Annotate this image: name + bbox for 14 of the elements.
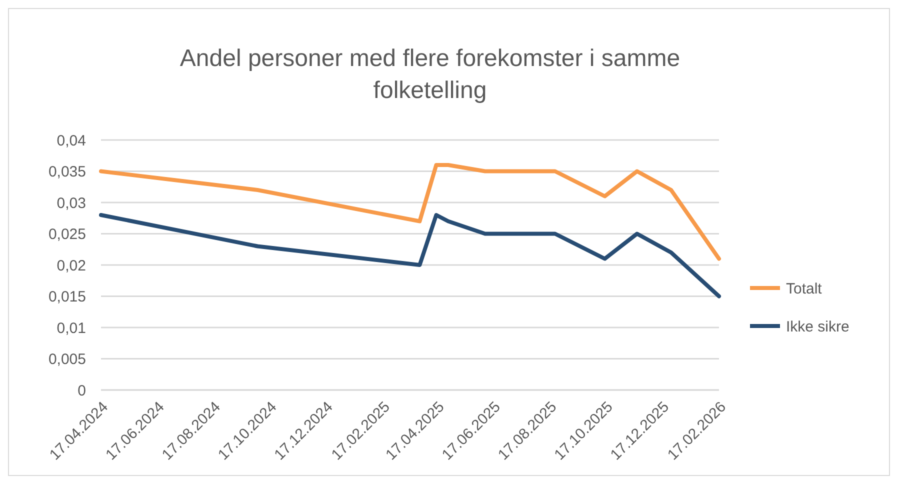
y-tick-label: 0,025 <box>48 226 86 243</box>
y-tick-label: 0,015 <box>48 288 86 306</box>
legend-label: Ikke sikre <box>786 318 850 336</box>
y-tick-label: 0,005 <box>48 351 86 368</box>
legend-label: Totalt <box>786 280 823 298</box>
y-tick-label: 0,035 <box>48 164 86 180</box>
y-tick-label: 0 <box>78 382 86 400</box>
y-tick-label: 0,02 <box>56 257 86 274</box>
y-tick-label: 0,04 <box>56 132 86 150</box>
chart-title: Andel personer med flere forekomster i samme folketelling <box>180 45 680 104</box>
y-tick-label: 0,03 <box>56 194 86 212</box>
line-series <box>99 213 721 298</box>
y-tick-label: 0,01 <box>56 320 86 337</box>
line-series <box>99 163 721 261</box>
